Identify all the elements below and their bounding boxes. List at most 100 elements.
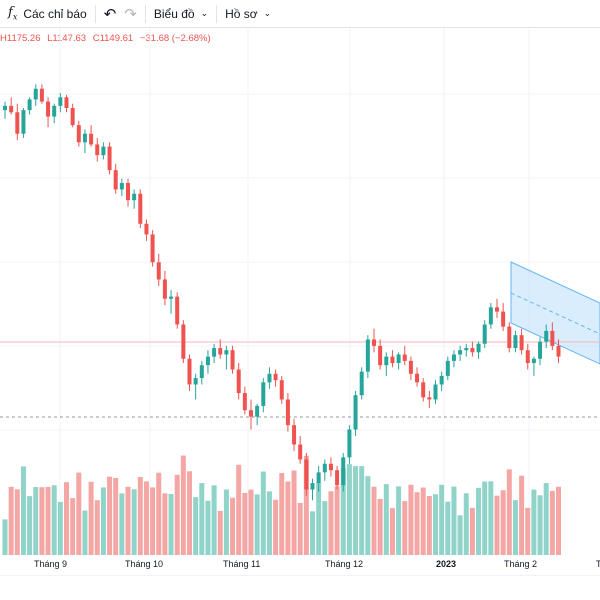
indicators-button[interactable]: fx Các chỉ báo — [0, 0, 95, 28]
candle — [89, 125, 94, 147]
candle — [21, 108, 26, 139]
x-tick-label: Tháng 12 — [325, 559, 364, 569]
volume-bar — [537, 495, 543, 555]
volume-bar — [119, 493, 125, 555]
chevron-down-icon: ⌄ — [200, 8, 209, 18]
indicators-label: Các chỉ báo — [23, 6, 87, 21]
volume-bar — [113, 477, 119, 555]
candle-body — [249, 410, 253, 417]
x-tick-label: Tháng 10 — [125, 559, 164, 569]
candle — [544, 324, 549, 349]
candle — [285, 393, 290, 432]
candle-body — [150, 234, 155, 263]
volume-bar — [187, 471, 192, 555]
candle — [384, 352, 389, 376]
history-controls: ↶ ↷ — [96, 0, 145, 28]
volume-bar — [100, 487, 106, 555]
candle — [556, 339, 561, 364]
volume-bar — [82, 510, 88, 555]
volume-bar — [389, 508, 395, 555]
candle-body — [476, 343, 481, 353]
candle — [531, 356, 536, 376]
volume-bar — [525, 507, 531, 555]
volume-bar — [469, 507, 475, 555]
volume-bar — [445, 501, 451, 555]
candle — [169, 290, 174, 314]
candle-body — [556, 345, 561, 357]
candle — [76, 120, 81, 147]
toolbar-separator — [94, 4, 96, 23]
candle — [464, 343, 469, 357]
volume-bar — [433, 494, 438, 555]
volume-bar — [199, 483, 205, 555]
candle — [119, 178, 124, 196]
candle-body — [46, 101, 51, 117]
candle-body — [27, 99, 32, 111]
candle — [353, 390, 358, 436]
candle-body — [175, 296, 180, 325]
ohlc-legend: H1175.26 L1147.63 C1149.61 −31.68 (−2.68… — [0, 33, 215, 44]
candle — [316, 465, 321, 492]
chart-menu-label: Biểu đồ — [153, 6, 195, 21]
candle-body — [261, 382, 266, 406]
candle-body — [525, 350, 530, 364]
candle-body — [328, 463, 333, 471]
candle-body — [310, 483, 315, 490]
undo-icon[interactable]: ↶ — [103, 5, 117, 23]
candle-body — [513, 335, 518, 349]
volume-bar — [408, 484, 414, 555]
candle-body — [9, 105, 14, 113]
volume-bar — [476, 487, 482, 555]
candle-body — [347, 429, 352, 458]
candle — [212, 343, 217, 364]
redo-icon[interactable]: ↷ — [124, 5, 137, 23]
candle — [451, 350, 456, 368]
candle — [445, 356, 450, 381]
candle-body — [255, 405, 260, 417]
candle-body — [107, 146, 112, 171]
candle-body — [384, 356, 389, 366]
candle-body — [95, 144, 100, 156]
candle — [415, 367, 420, 387]
candle — [249, 399, 253, 430]
time-axis[interactable]: Tháng 9 Tháng 10 Tháng 11 Tháng 12 2023 … — [0, 555, 600, 575]
volume-bar — [51, 485, 57, 555]
volume-bar — [439, 484, 445, 555]
volume-bar — [396, 486, 402, 555]
candle-body — [451, 354, 456, 361]
candle-body — [224, 350, 229, 355]
candle-body — [169, 296, 174, 299]
candle-body — [70, 108, 75, 126]
chart-menu-button[interactable]: Biểu đồ ⌄ — [146, 0, 216, 28]
x-tick-label: Tháng 11 — [223, 559, 261, 569]
candle-body — [390, 356, 395, 364]
price-chart[interactable] — [0, 28, 600, 555]
candle-body — [292, 425, 297, 445]
ohlc-close: C1149.61 — [92, 33, 134, 44]
candle-body — [507, 326, 512, 349]
regression-channel[interactable] — [510, 261, 600, 365]
candle-body — [544, 330, 549, 342]
candle-body — [3, 105, 7, 111]
volume-bar — [230, 497, 236, 555]
candle-body — [132, 193, 137, 201]
candle-body — [531, 358, 536, 364]
volume-bar — [482, 481, 488, 555]
candle-body — [378, 345, 383, 366]
candle-body — [82, 133, 87, 143]
profile-menu-button[interactable]: Hồ sơ ⌄ — [217, 0, 279, 28]
candle — [150, 230, 155, 267]
candle-body — [205, 356, 210, 366]
candle — [107, 142, 112, 175]
candle — [181, 320, 186, 364]
candle — [304, 453, 309, 496]
candle-body — [359, 371, 364, 396]
volume-bar — [402, 501, 408, 555]
candle — [52, 103, 57, 124]
candle — [230, 345, 235, 374]
candle — [27, 97, 32, 115]
candle-body — [427, 397, 432, 400]
volume-bar — [137, 476, 143, 555]
toolbar-separator — [144, 4, 146, 23]
candle — [458, 345, 463, 361]
